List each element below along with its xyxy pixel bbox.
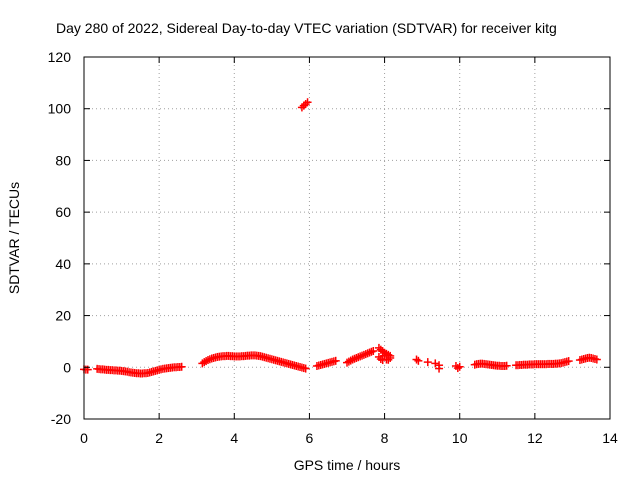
y-tick-label: 100 — [48, 101, 72, 117]
data-points — [80, 98, 601, 378]
y-tick-label: 20 — [55, 308, 71, 324]
x-tick-label: 6 — [306, 430, 314, 446]
data-point — [352, 353, 361, 362]
data-point — [303, 98, 312, 107]
y-axis-label: SDTVAR / TECUs — [6, 182, 22, 294]
x-tick-label: 0 — [80, 430, 88, 446]
data-point — [367, 347, 376, 356]
data-point — [350, 354, 359, 363]
data-point — [202, 357, 211, 366]
x-tick-label: 12 — [527, 430, 543, 446]
data-point — [423, 358, 432, 367]
data-point — [301, 100, 310, 109]
data-point — [502, 361, 511, 370]
data-point — [365, 348, 374, 357]
data-point — [564, 357, 573, 366]
x-tick-label: 4 — [230, 430, 238, 446]
data-point — [592, 355, 601, 364]
data-point — [455, 362, 464, 371]
data-point — [346, 356, 355, 365]
data-point — [358, 351, 367, 360]
data-point — [354, 353, 363, 362]
y-tick-label: -20 — [51, 411, 71, 427]
data-point — [431, 359, 440, 368]
data-point — [301, 364, 310, 373]
x-tick-labels: 0 2 4 6 8 10 12 14 — [80, 430, 618, 446]
axis-ticks — [83, 56, 611, 420]
data-point — [361, 350, 370, 359]
data-point — [384, 355, 393, 364]
data-point — [348, 355, 357, 364]
y-tick-label: 60 — [55, 204, 71, 220]
y-tick-label: 0 — [63, 359, 71, 375]
data-point — [331, 356, 340, 365]
y-tick-label: 40 — [55, 256, 71, 272]
x-tick-label: 14 — [602, 430, 618, 446]
data-point — [453, 364, 462, 373]
x-tick-label: 10 — [452, 430, 468, 446]
data-point — [177, 362, 186, 371]
data-point — [203, 356, 212, 365]
y-tick-labels: -20 0 20 40 60 80 100 120 — [48, 49, 72, 427]
grid — [84, 57, 610, 419]
data-point — [205, 355, 214, 364]
data-point — [363, 349, 372, 358]
data-point — [414, 356, 423, 365]
data-point — [359, 350, 368, 359]
data-point — [435, 364, 444, 373]
data-point — [369, 346, 378, 355]
y-tick-label: 80 — [55, 152, 71, 168]
plot-frame — [83, 56, 611, 420]
x-tick-label: 2 — [155, 430, 163, 446]
x-tick-label: 8 — [381, 430, 389, 446]
data-point — [412, 355, 421, 364]
data-point — [386, 353, 395, 362]
data-point — [356, 352, 365, 361]
x-axis-label: GPS time / hours — [294, 457, 401, 473]
y-tick-label: 120 — [48, 49, 72, 65]
chart-title: Day 280 of 2022, Sidereal Day-to-day VTE… — [56, 20, 557, 36]
